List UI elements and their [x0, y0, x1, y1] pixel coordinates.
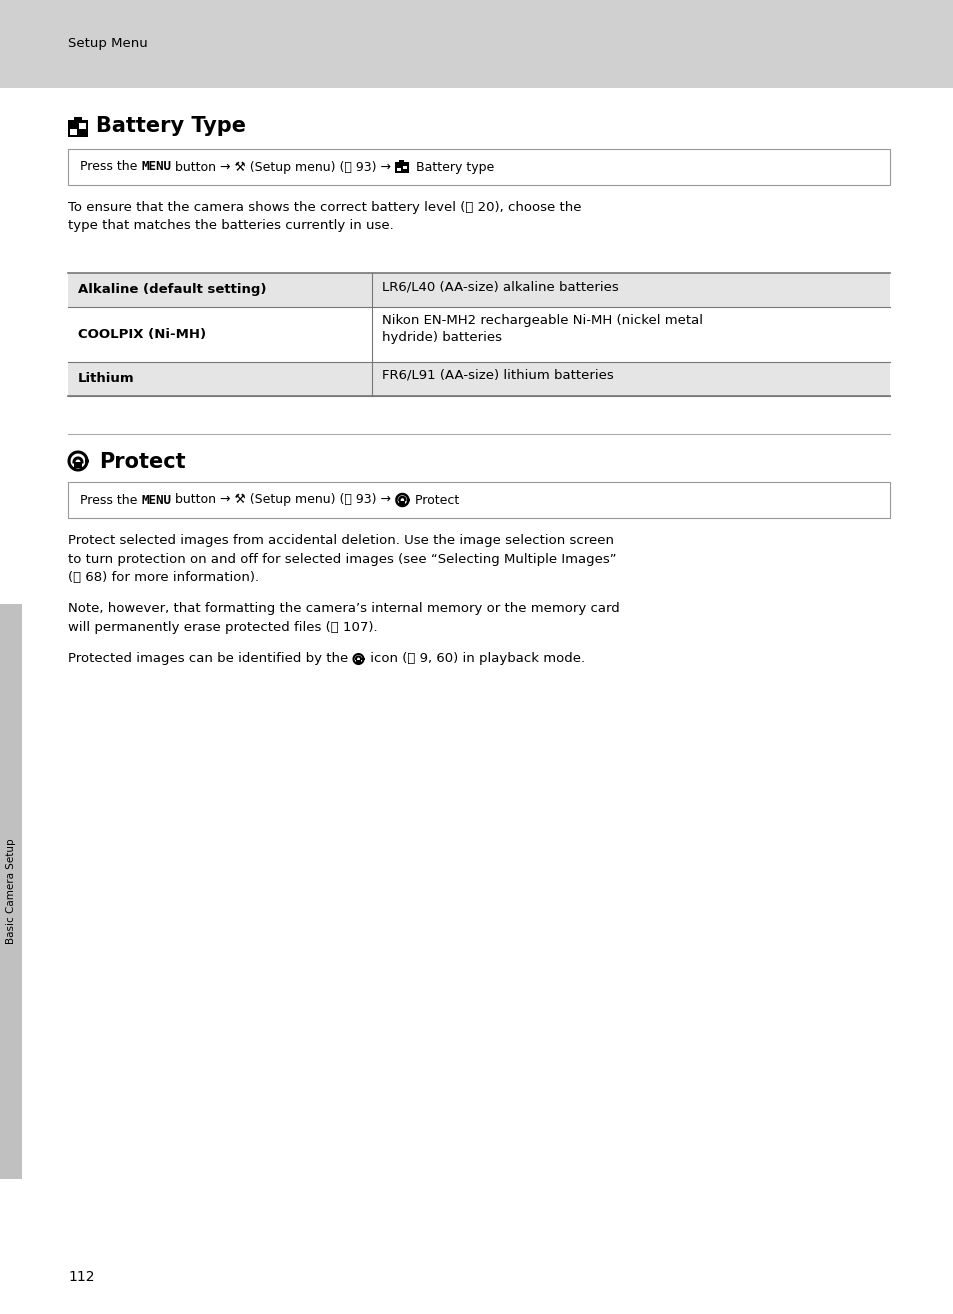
Text: MENU: MENU — [141, 160, 172, 173]
Bar — [0, 0, 953, 88]
Text: Lithium: Lithium — [78, 372, 134, 385]
Text: To ensure that the camera shows the correct battery level (⧆ 20), choose the
typ: To ensure that the camera shows the corr… — [68, 201, 581, 233]
Bar — [68, 482, 889, 518]
Text: icon (⧆ 9, 60) in playback mode.: icon (⧆ 9, 60) in playback mode. — [366, 652, 585, 665]
Bar — [68, 273, 889, 307]
Text: Note, however, that formatting the camera’s internal memory or the memory card
w: Note, however, that formatting the camer… — [68, 602, 619, 633]
Bar — [68, 307, 889, 361]
Bar — [402, 166, 406, 170]
Text: LR6/L40 (AA-size) alkaline batteries: LR6/L40 (AA-size) alkaline batteries — [382, 280, 618, 293]
Bar — [68, 148, 889, 185]
Text: Alkaline (default setting): Alkaline (default setting) — [78, 284, 266, 297]
Bar — [68, 120, 88, 137]
Text: Battery type: Battery type — [412, 160, 494, 173]
Text: Protect: Protect — [99, 452, 186, 472]
Bar — [0, 604, 22, 1179]
Text: Nikon EN-MH2 rechargeable Ni-MH (nickel metal
hydride) batteries: Nikon EN-MH2 rechargeable Ni-MH (nickel … — [382, 314, 702, 344]
Bar — [399, 501, 405, 505]
Text: MENU: MENU — [141, 494, 172, 506]
Text: Protected images can be identified by the: Protected images can be identified by th… — [68, 652, 352, 665]
Text: Protect: Protect — [411, 494, 459, 506]
Text: Setup Menu: Setup Menu — [68, 38, 148, 50]
Bar — [396, 167, 400, 171]
Text: COOLPIX (Ni-MH): COOLPIX (Ni-MH) — [78, 328, 206, 342]
Text: Battery Type: Battery Type — [96, 116, 246, 137]
Bar — [399, 159, 404, 162]
Bar — [70, 129, 77, 135]
Bar — [395, 162, 409, 172]
Text: button → ⚒ (Setup menu) (⧆ 93) →: button → ⚒ (Setup menu) (⧆ 93) → — [172, 160, 395, 173]
Text: Protect selected images from accidental deletion. Use the image selection screen: Protect selected images from accidental … — [68, 533, 616, 583]
Text: button → ⚒ (Setup menu) (⧆ 93) →: button → ⚒ (Setup menu) (⧆ 93) → — [172, 494, 395, 506]
Text: 112: 112 — [68, 1271, 94, 1284]
Bar — [74, 117, 82, 120]
Bar — [79, 124, 86, 129]
Bar — [74, 463, 82, 468]
Bar — [68, 361, 889, 396]
Text: FR6/L91 (AA-size) lithium batteries: FR6/L91 (AA-size) lithium batteries — [382, 369, 613, 382]
Text: Basic Camera Setup: Basic Camera Setup — [6, 838, 16, 945]
Bar — [355, 660, 360, 664]
Text: Press the: Press the — [80, 160, 141, 173]
Text: Press the: Press the — [80, 494, 141, 506]
